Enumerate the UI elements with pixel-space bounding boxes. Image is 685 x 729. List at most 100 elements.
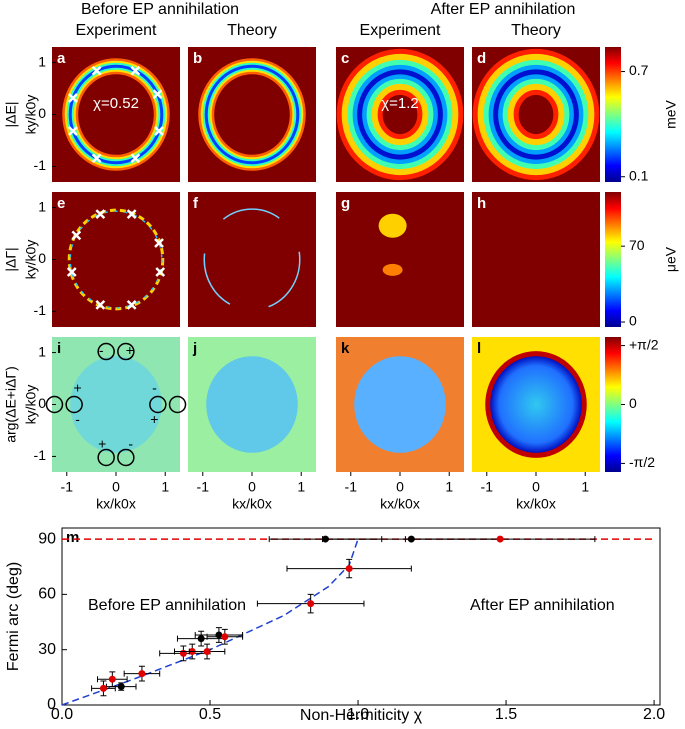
axis-label: ky/k0y: [23, 240, 39, 280]
y-tick-label: -1: [34, 447, 47, 463]
heatmap: [472, 192, 600, 327]
axis-label: kx/k0x: [380, 496, 420, 512]
y-tick-label: 0: [47, 696, 56, 713]
panel-label: l: [477, 340, 481, 357]
map-bg: [472, 192, 600, 327]
loop: [117, 342, 135, 361]
point: [496, 535, 504, 543]
x-tick-label: 0.5: [199, 706, 221, 723]
annotation: Before EP annihilation: [88, 597, 246, 614]
y-tick-label: 1: [38, 198, 46, 214]
heatmap: [188, 337, 316, 472]
x-tick-label: -1: [197, 479, 210, 495]
map-shape: [354, 356, 446, 453]
axis-label: ky/k0y: [23, 95, 39, 135]
row-label: arg(ΔE+iΔΓ): [3, 366, 19, 443]
y-tick-label: 0: [38, 250, 46, 266]
axis-label: kx/k0x: [96, 496, 136, 512]
heatmap: [52, 192, 180, 327]
colorbar: [605, 192, 621, 327]
heatmap: [188, 47, 316, 182]
x-tick-label: 0: [396, 479, 404, 495]
loop: [117, 448, 135, 467]
map-shape: [203, 208, 301, 311]
column-title: Experiment: [360, 22, 441, 39]
colorbar: [605, 47, 621, 182]
panel-label: g: [341, 195, 350, 212]
y-tick-label: -1: [34, 157, 47, 173]
colorbar-tick-label: +π/2: [629, 336, 659, 352]
heatmap: [188, 192, 316, 327]
sign: +: [98, 436, 106, 452]
heatmap: [52, 337, 180, 472]
colorbar-label: meV: [663, 99, 679, 128]
map-shape: [70, 356, 162, 453]
row-label: |ΔE|: [3, 102, 19, 128]
marker: [91, 65, 102, 76]
point: [108, 675, 116, 683]
y-tick-label: 1: [38, 343, 46, 359]
marker: [71, 230, 82, 241]
colorbar-tick-label: 0.7: [629, 62, 649, 78]
marker: [91, 153, 102, 164]
loop: [45, 395, 64, 414]
map-bg: [52, 192, 180, 327]
x-tick-label: -1: [61, 479, 74, 495]
point: [345, 565, 353, 573]
x-tick-label: 1.5: [495, 706, 517, 723]
map-shape: [204, 64, 300, 165]
loop: [149, 395, 167, 414]
map-shape: [357, 69, 443, 160]
x-tick-label: 1: [297, 479, 305, 495]
map-shape: [67, 208, 165, 311]
x-tick-label: -1: [481, 479, 494, 495]
column-title: Theory: [511, 22, 561, 39]
colorbar-tick-label: -π/2: [629, 454, 655, 470]
marker: [126, 299, 137, 310]
y-axis-label: Fermi arc (deg): [5, 562, 22, 671]
point: [203, 648, 211, 656]
y-tick-label: 0: [38, 105, 46, 121]
plot-frame: [61, 527, 661, 706]
annotation: χ=0.52: [93, 95, 139, 112]
x-tick-label: 0.0: [51, 706, 73, 723]
marker: [154, 238, 164, 248]
map-shape: [493, 69, 579, 160]
x-tick-label: 1: [445, 479, 453, 495]
point: [215, 631, 223, 639]
point: [179, 649, 187, 657]
sign: -: [99, 342, 104, 358]
marker: [155, 267, 166, 277]
line: [61, 538, 359, 706]
axis-label: kx/k0x: [516, 496, 556, 512]
x-tick-label: 1.0: [347, 706, 369, 723]
panel-label: f: [193, 195, 199, 212]
colorbar-tick-label: 70: [629, 237, 645, 253]
column-title: Experiment: [76, 22, 157, 39]
x-tick-label: -1: [345, 479, 358, 495]
sign: +: [74, 380, 82, 396]
heatmap: [336, 337, 464, 472]
heatmap: [472, 47, 600, 182]
panel-label: e: [57, 195, 65, 212]
sign: +: [150, 411, 158, 427]
marker: [130, 65, 141, 76]
x-tick-label: 0: [112, 479, 120, 495]
map-shape: [69, 210, 163, 309]
marker: [95, 299, 106, 310]
loop: [65, 395, 83, 414]
blob: [382, 263, 403, 276]
y-tick-label: 0: [38, 395, 46, 411]
point: [99, 684, 107, 692]
y-tick-label: 60: [38, 586, 56, 603]
marker: [66, 267, 77, 277]
y-tick-label: 1: [38, 53, 46, 69]
point: [117, 683, 125, 691]
panel-label: m: [66, 529, 79, 546]
map-shape: [485, 351, 587, 458]
axis-label: ky/k0y: [23, 385, 39, 425]
blob: [378, 213, 407, 238]
x-tick-label: 0: [248, 479, 256, 495]
loop: [168, 395, 187, 414]
